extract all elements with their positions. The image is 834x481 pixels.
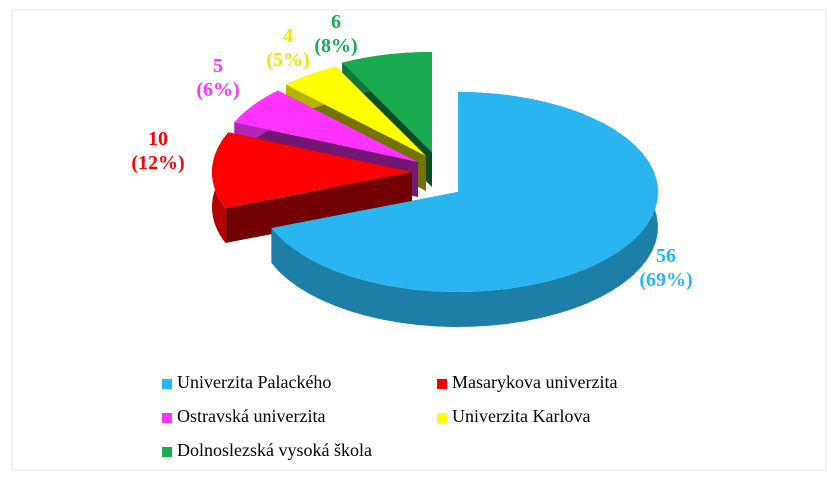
legend-label: Ostravská univerzita <box>177 406 325 426</box>
slice <box>342 52 432 152</box>
legend-swatch <box>437 379 447 389</box>
slice <box>285 66 426 156</box>
legend-label: Univerzita Palackého <box>177 372 331 392</box>
legend-label: Masarykova univerzita <box>452 372 617 392</box>
slice <box>211 132 412 209</box>
legend-label: Univerzita Karlova <box>452 406 590 426</box>
data-label: 6 <box>331 11 341 33</box>
legend-swatch <box>162 447 172 457</box>
data-label: (8%) <box>314 35 357 57</box>
data-label: 10 <box>148 128 168 150</box>
legend-swatch <box>437 413 447 423</box>
data-label: (5%) <box>266 49 309 71</box>
chart-frame <box>11 9 827 471</box>
legend-swatch <box>162 379 172 389</box>
data-label: 5 <box>213 55 223 77</box>
data-label: (6%) <box>196 79 239 101</box>
data-label: 4 <box>283 25 293 47</box>
legend-label: Dolnoslezská vysoká škola <box>177 440 372 460</box>
slice <box>271 92 658 292</box>
legend-swatch <box>162 413 172 423</box>
data-label: (12%) <box>131 152 184 174</box>
data-label: (69%) <box>639 269 692 291</box>
slice <box>234 90 418 162</box>
data-label: 56 <box>656 245 676 267</box>
